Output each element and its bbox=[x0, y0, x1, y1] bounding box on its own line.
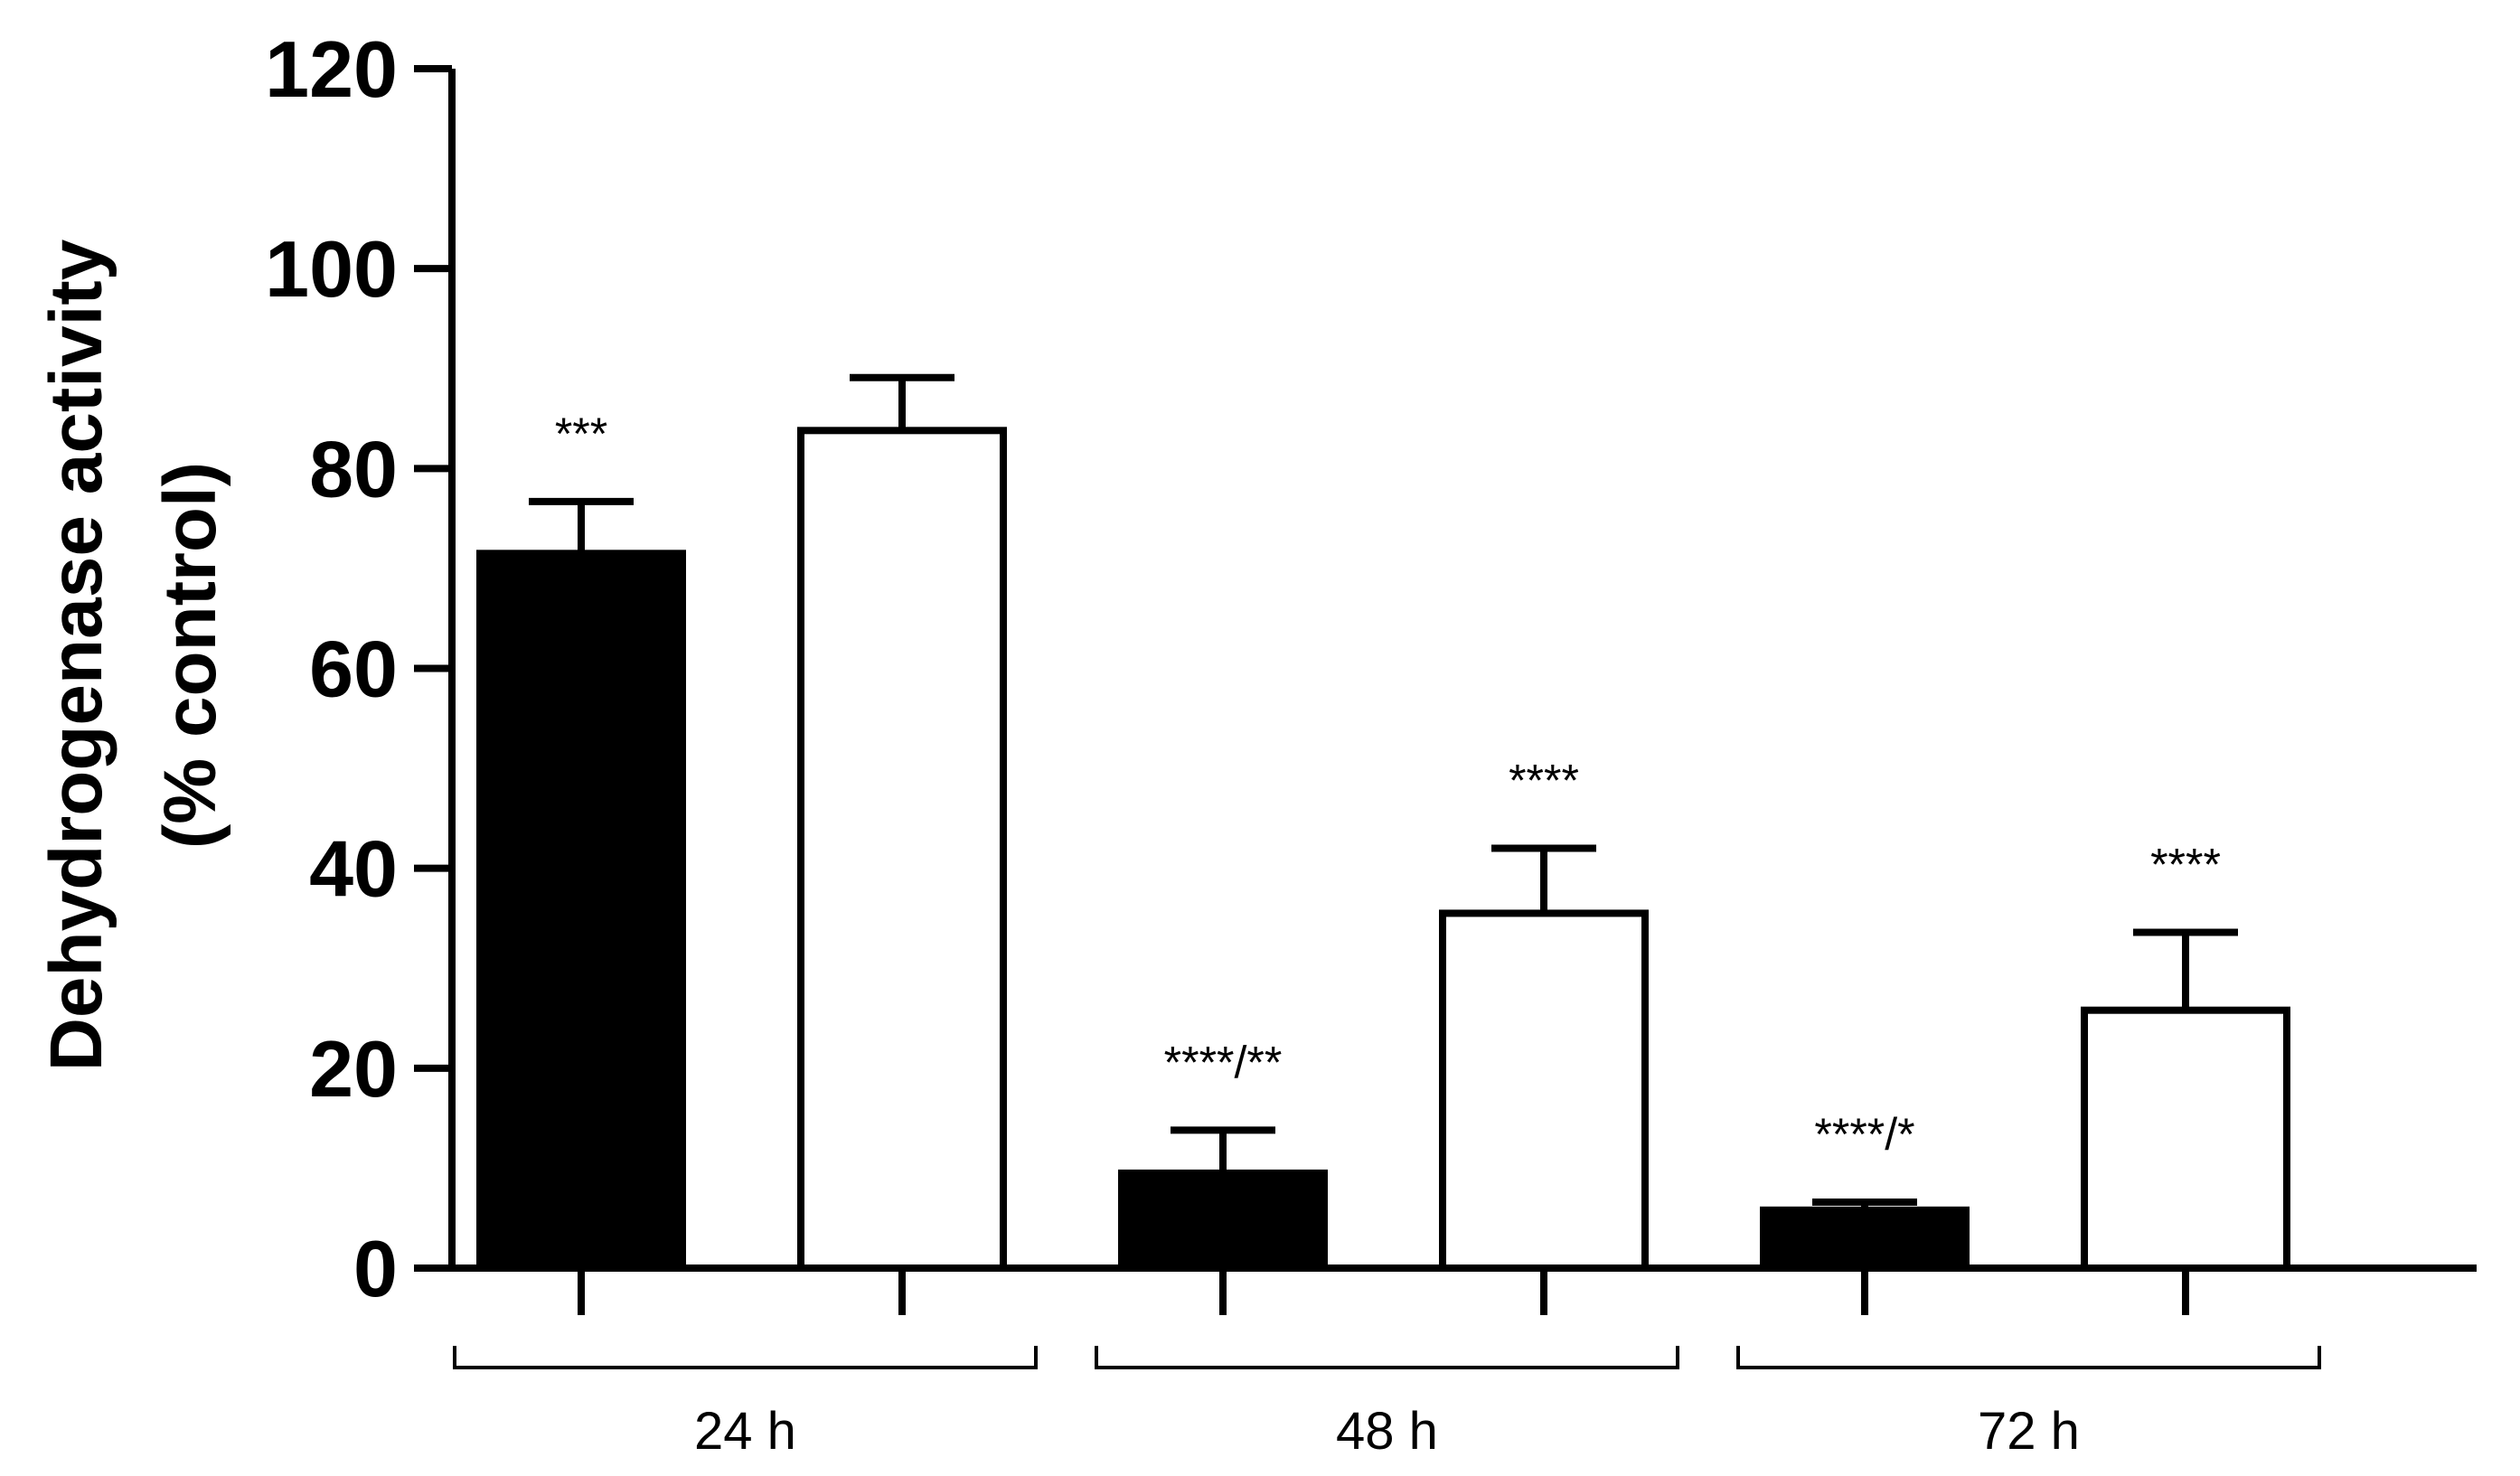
y-tick-label: 120 bbox=[265, 24, 398, 114]
bar bbox=[1118, 1169, 1328, 1272]
significance-label: ****/* bbox=[1814, 1109, 1914, 1160]
y-axis-ticks: 0 20 40 60 80 100 120 bbox=[265, 24, 452, 1313]
significance-label: **** bbox=[2150, 839, 2221, 889]
y-tick-label: 60 bbox=[309, 625, 398, 714]
y-axis-title: Dehydrogenase activity (% control) bbox=[35, 239, 231, 1071]
significance-label: ****/** bbox=[1164, 1037, 1283, 1087]
y-axis-title-line1: Dehydrogenase activity bbox=[35, 239, 118, 1071]
y-tick-label: 100 bbox=[265, 224, 398, 314]
bar bbox=[1760, 1206, 1970, 1273]
bar bbox=[797, 427, 1007, 1273]
group-bracket bbox=[1736, 1346, 2321, 1369]
bar bbox=[476, 550, 686, 1272]
group-label: 72 h bbox=[1978, 1402, 2080, 1461]
bar bbox=[2081, 1006, 2290, 1272]
group-brackets: 24 h 48 h 72 h bbox=[453, 1346, 2321, 1461]
x-axis-ticks bbox=[578, 1268, 2189, 1315]
y-tick-label: 20 bbox=[309, 1024, 398, 1114]
y-tick-label: 0 bbox=[353, 1224, 398, 1313]
group-label: 24 h bbox=[694, 1402, 796, 1461]
group-bracket bbox=[1095, 1346, 1679, 1369]
y-tick-label: 80 bbox=[309, 424, 398, 513]
group-label: 48 h bbox=[1336, 1402, 1438, 1461]
y-tick-label: 40 bbox=[309, 824, 398, 914]
group-bracket bbox=[453, 1346, 1038, 1369]
bars: *** ****/** **** ****/* **** bbox=[476, 373, 2290, 1273]
significance-label: *** bbox=[555, 409, 607, 459]
bar bbox=[1439, 909, 1649, 1272]
y-axis-title-line2: (% control) bbox=[149, 462, 231, 849]
significance-label: **** bbox=[1509, 756, 1579, 806]
